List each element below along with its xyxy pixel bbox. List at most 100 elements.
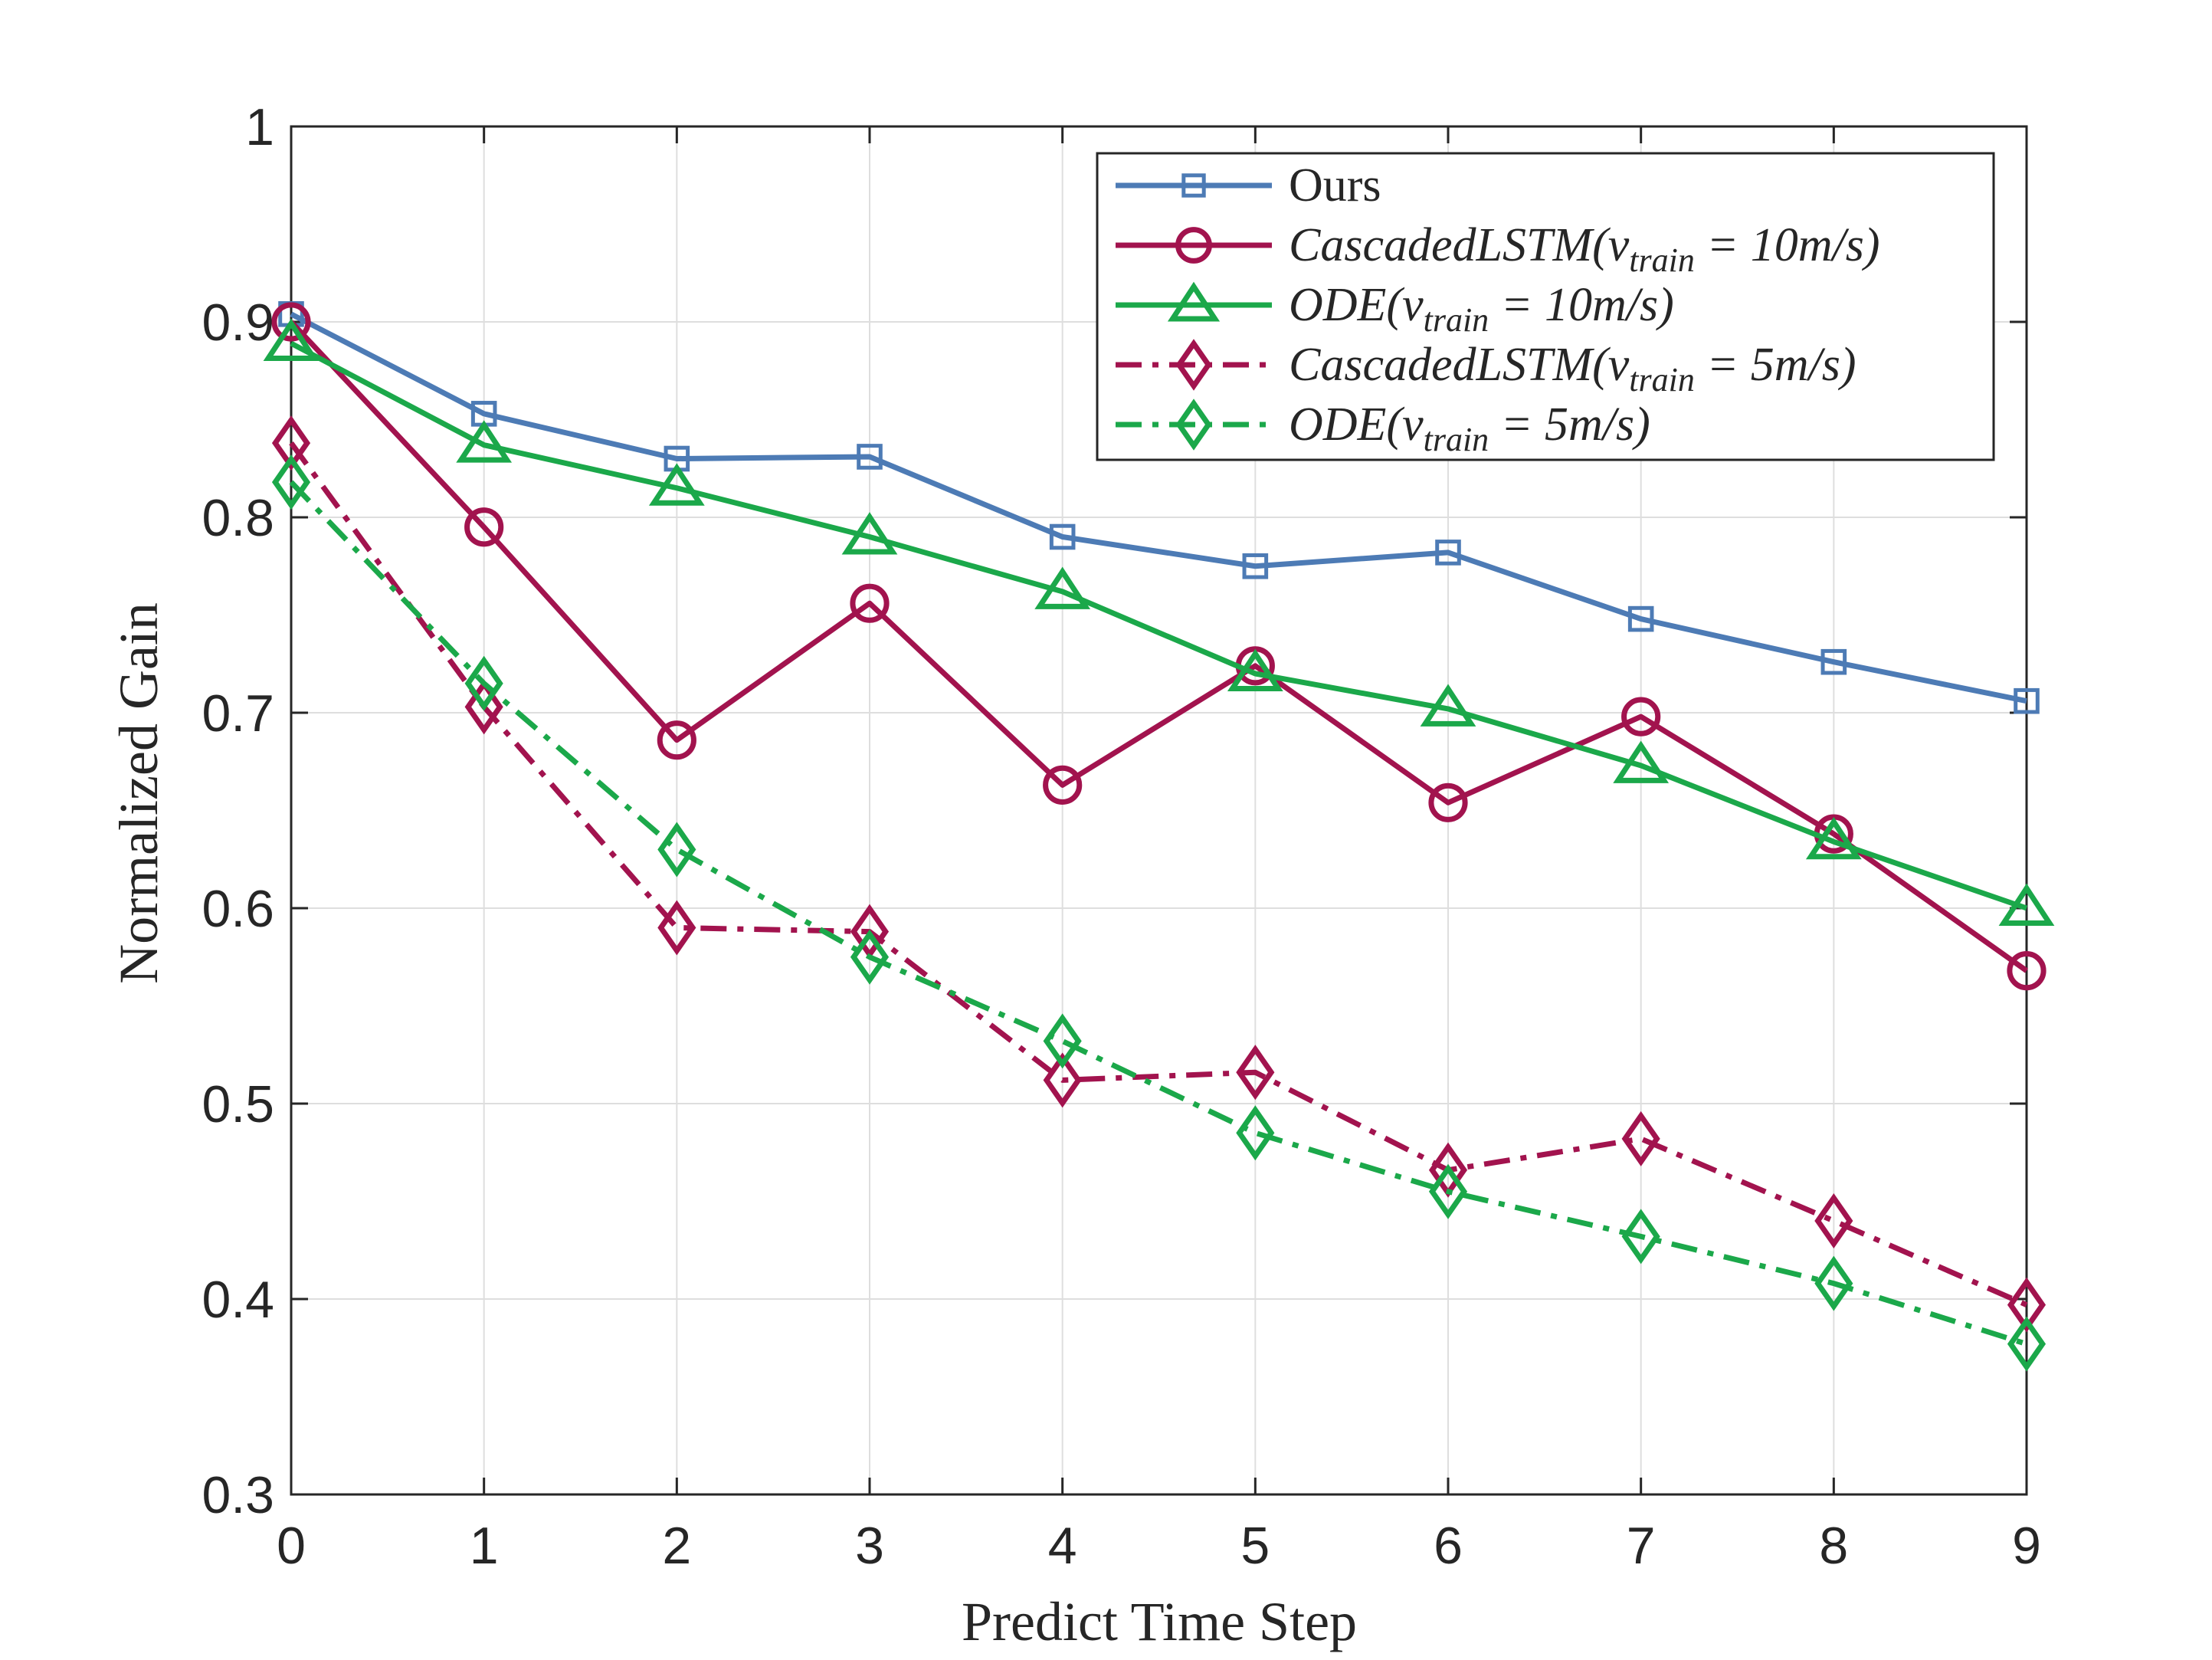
data-point xyxy=(1242,553,1269,579)
legend-marker xyxy=(1167,281,1221,322)
data-point xyxy=(857,444,883,470)
data-point xyxy=(1043,1052,1082,1108)
data-point xyxy=(271,454,311,510)
data-point xyxy=(464,507,504,547)
x-tick-label: 8 xyxy=(1819,1517,1848,1575)
data-point xyxy=(657,900,696,956)
data-point xyxy=(1034,566,1091,609)
series-2 xyxy=(263,318,2055,926)
data-point xyxy=(456,420,513,463)
legend-label-tail: = 10m/s) xyxy=(1489,279,1674,331)
tick-labels: 0 1 2 3 4 5 6 7 8 9 0.3 0.4 0.5 0.6 0.7 0.8 0.9 1 xyxy=(202,98,2040,1575)
data-point xyxy=(1420,684,1476,727)
legend-marker xyxy=(1175,339,1212,391)
legend-label-tail: = 5m/s) xyxy=(1489,399,1650,451)
x-tick-label: 4 xyxy=(1048,1517,1077,1575)
data-point xyxy=(271,302,311,342)
data-point xyxy=(2007,951,2047,991)
y-tick-label: 0.3 xyxy=(202,1466,274,1524)
x-tick-label: 9 xyxy=(2012,1517,2041,1575)
legend-label-tail: = 5m/s) xyxy=(1695,339,1856,391)
y-tick-label: 0.8 xyxy=(202,489,274,547)
series-line xyxy=(289,320,2029,973)
x-tick-label: 1 xyxy=(470,1517,499,1575)
y-tick-label: 1 xyxy=(245,98,274,156)
x-tick-label: 5 xyxy=(1240,1517,1270,1575)
legend-entry: ODE(vtrain = 5m/s) xyxy=(1116,399,1650,458)
data-point xyxy=(850,929,890,985)
legend-label-main: ODE(v xyxy=(1289,279,1424,331)
legend-label-tail: = 10m/s) xyxy=(1695,219,1880,271)
legend-label: CascadedLSTM(vtrain = 10m/s) xyxy=(1289,219,1880,279)
data-point xyxy=(1435,540,1461,566)
series-line xyxy=(290,311,2027,704)
data-point xyxy=(1805,816,1862,860)
data-point xyxy=(464,655,503,711)
legend-marker xyxy=(1175,227,1212,264)
y-tick-label: 0.4 xyxy=(202,1271,274,1329)
y-tick-label: 0.7 xyxy=(202,684,274,743)
y-axis-label: Normalized Gain xyxy=(108,602,169,984)
legend-entry: CascadedLSTM(vtrain = 10m/s) xyxy=(1116,219,1880,279)
data-point xyxy=(1621,697,1661,737)
x-tick-label: 7 xyxy=(1627,1517,1656,1575)
legend-label: CascadedLSTM(vtrain = 5m/s) xyxy=(1289,339,1856,399)
legend-label: ODE(vtrain = 5m/s) xyxy=(1289,399,1650,458)
series-line xyxy=(289,441,2028,1307)
legend-entry: ODE(vtrain = 10m/s) xyxy=(1116,279,1674,339)
data-point xyxy=(1621,1110,1660,1166)
legend-entry: CascadedLSTM(vtrain = 5m/s) xyxy=(1116,339,1856,399)
data-point xyxy=(2007,1277,2047,1333)
y-tick-label: 0.5 xyxy=(202,1075,274,1133)
data-point xyxy=(1227,648,1283,691)
data-point xyxy=(1814,1193,1853,1249)
data-point xyxy=(648,463,705,506)
legend-label-subscript: train xyxy=(1424,421,1489,458)
data-point xyxy=(1236,1105,1275,1161)
legend-label-main: CascadedLSTM(v xyxy=(1289,219,1630,271)
x-tick-label: 3 xyxy=(855,1517,884,1575)
legend-label-subscript: train xyxy=(1424,301,1489,339)
legend-label-main: Ours xyxy=(1289,159,1381,212)
legend-entry: Ours xyxy=(1116,159,1381,212)
series-3 xyxy=(271,415,2047,1333)
data-point xyxy=(1236,1045,1275,1101)
data-point xyxy=(850,583,890,623)
data-point xyxy=(464,679,503,735)
data-point xyxy=(1621,1209,1660,1265)
data-point xyxy=(263,318,320,362)
x-tick-label: 6 xyxy=(1434,1517,1463,1575)
data-point xyxy=(841,512,898,555)
series-line xyxy=(290,340,2028,911)
plot-frame xyxy=(290,125,2028,1496)
data-point xyxy=(1043,765,1083,805)
data-point xyxy=(1613,740,1670,783)
y-tick-label: 0.9 xyxy=(202,294,274,352)
legend-label: Ours xyxy=(1289,159,1381,212)
x-tick-label: 2 xyxy=(662,1517,691,1575)
legend-marker xyxy=(1181,173,1206,198)
legend-label-subscript: train xyxy=(1629,361,1695,399)
data-point xyxy=(1428,782,1468,822)
legend-marker xyxy=(1175,399,1212,451)
data-point xyxy=(1820,648,1847,675)
data-point xyxy=(1627,605,1654,632)
data-point xyxy=(1043,1013,1082,1069)
data-point xyxy=(1998,883,2055,926)
series-line xyxy=(289,480,2028,1347)
data-point xyxy=(657,822,696,878)
legend-label: ODE(vtrain = 10m/s) xyxy=(1289,279,1674,339)
data-point xyxy=(1428,1163,1468,1219)
legend-label-main: ODE(v xyxy=(1289,399,1424,451)
x-tick-label: 0 xyxy=(277,1517,306,1575)
data-point xyxy=(271,415,311,471)
data-point xyxy=(2014,687,2040,714)
data-point xyxy=(657,720,696,760)
legend-label-main: CascadedLSTM(v xyxy=(1289,339,1630,391)
series-1 xyxy=(271,302,2047,991)
axes xyxy=(290,125,2028,1496)
x-axis-label: Predict Time Step xyxy=(962,1591,1357,1652)
series-4 xyxy=(271,454,2047,1372)
